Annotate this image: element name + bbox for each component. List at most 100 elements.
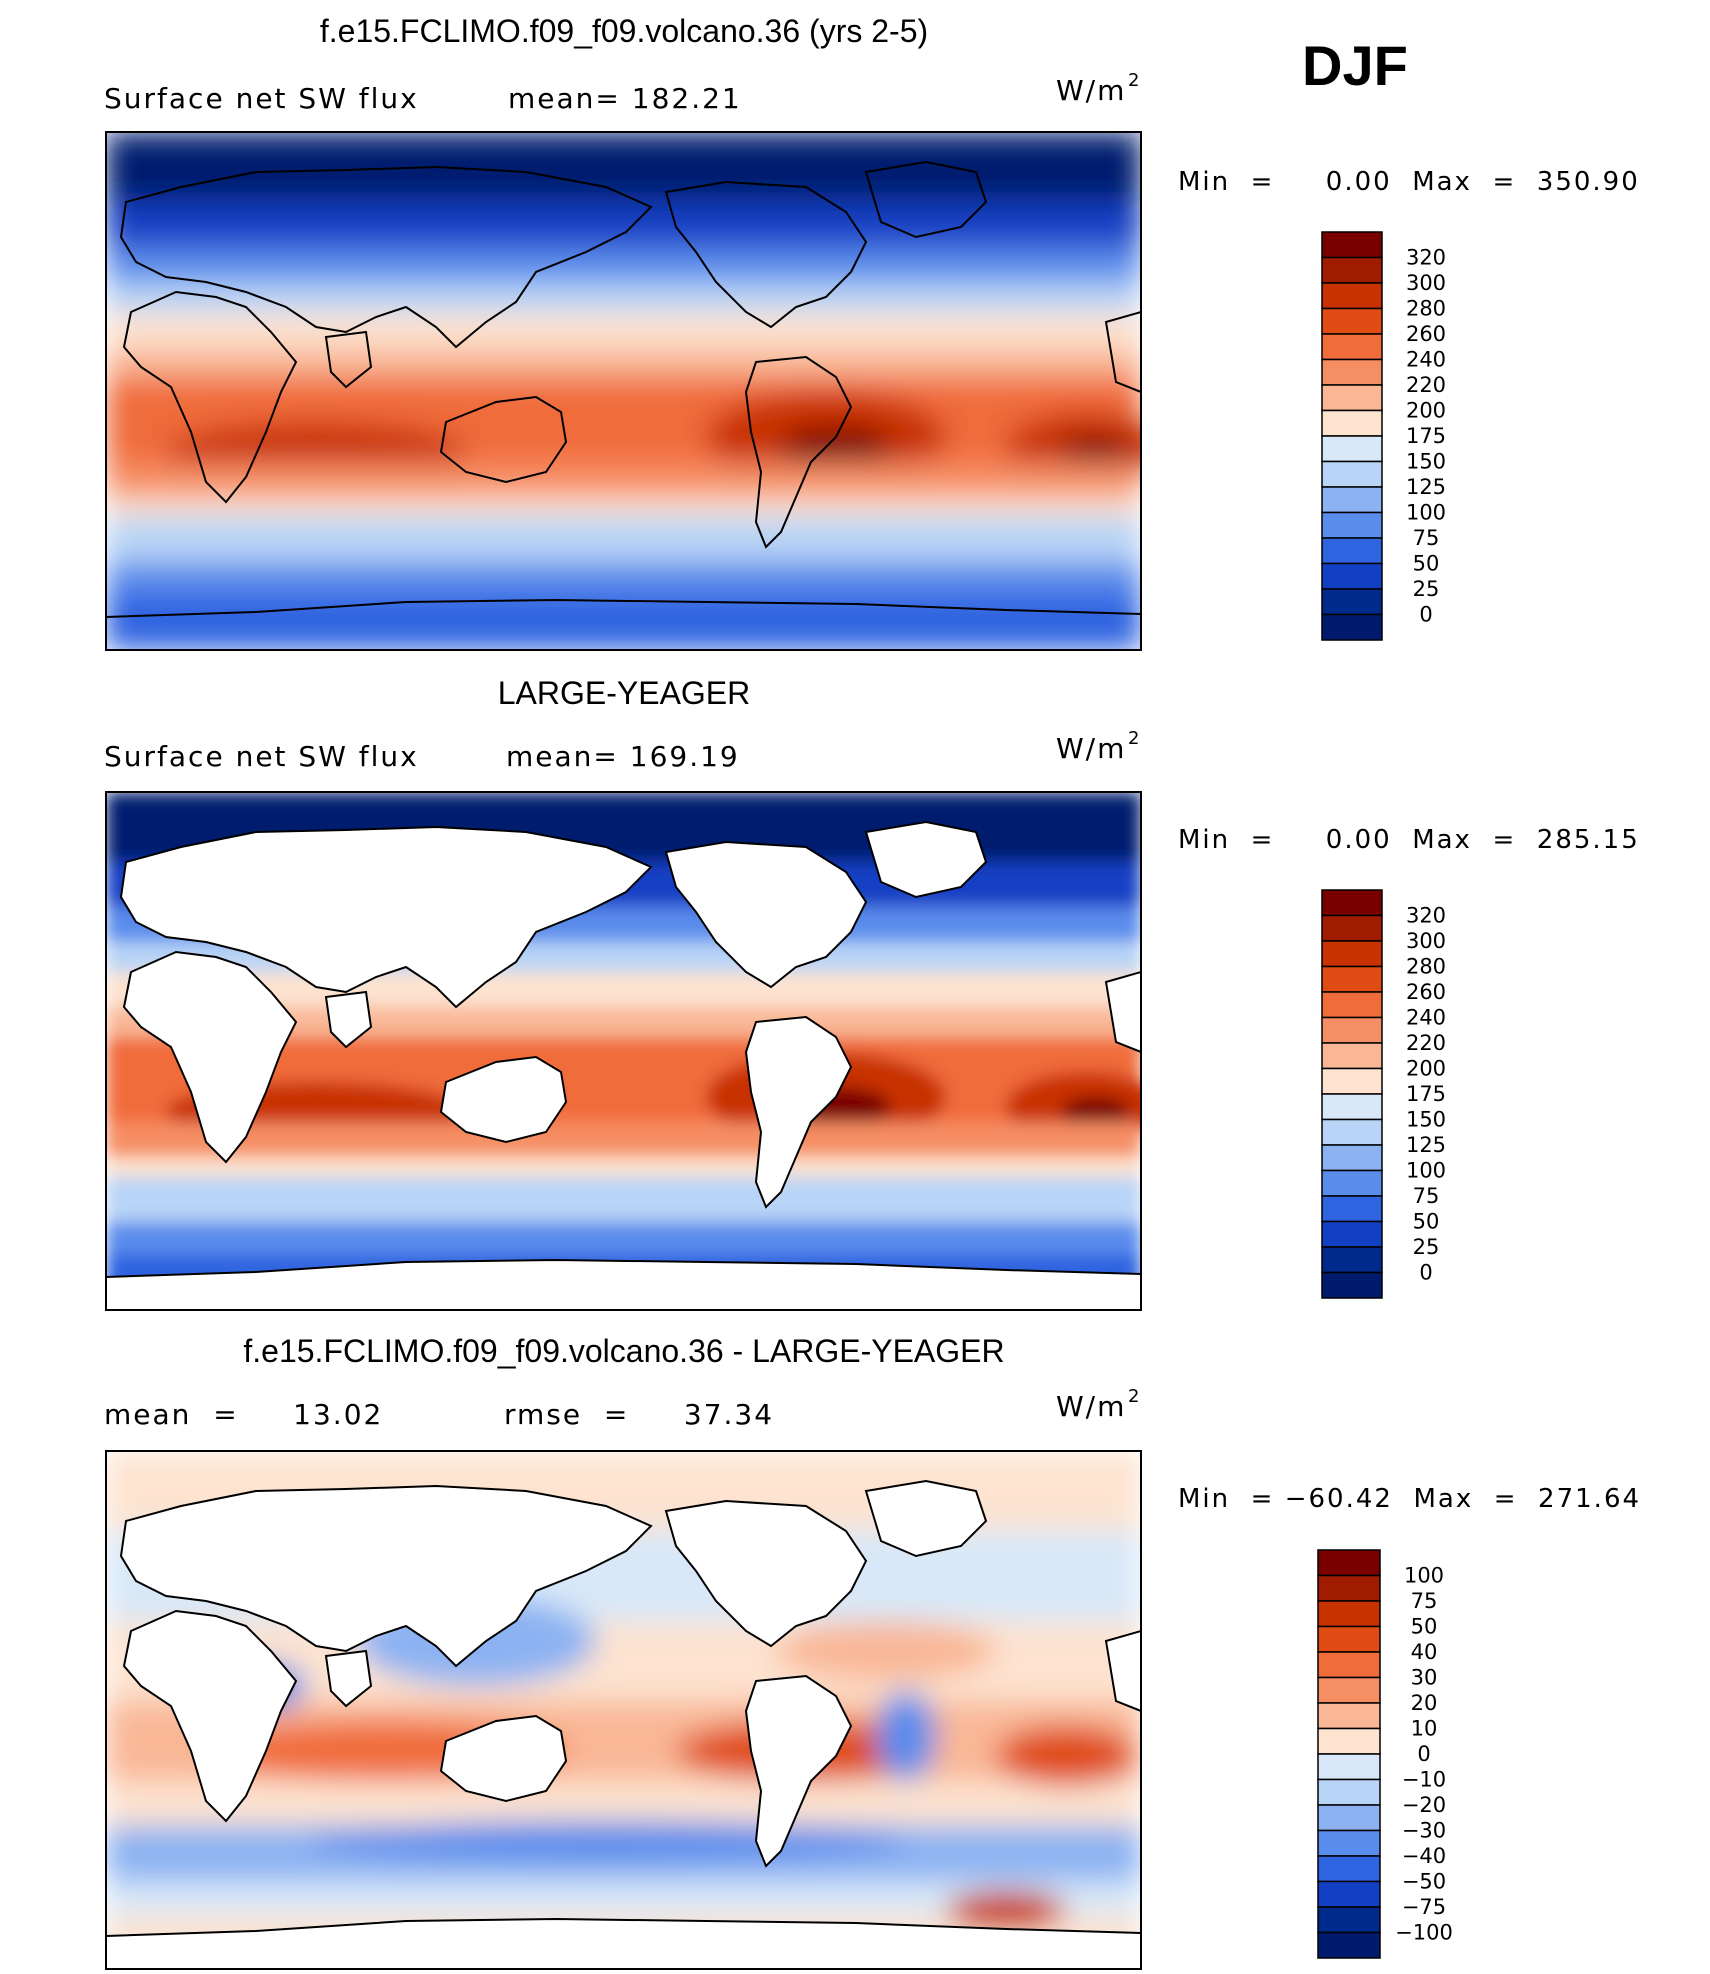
colorbar-swatch bbox=[1321, 1271, 1383, 1299]
colorbar-tick-label: 25 bbox=[1413, 1235, 1440, 1259]
panel-2-minmax: Min = 0.00 Max = 285.15 bbox=[1178, 825, 1640, 855]
colorbar-tick-label: 125 bbox=[1406, 475, 1446, 499]
colorbar-tick-label: 50 bbox=[1413, 1210, 1440, 1234]
colorbar-swatch bbox=[1317, 1880, 1381, 1908]
panel-1-minmax: Min = 0.00 Max = 350.90 bbox=[1178, 167, 1640, 197]
colorbar-swatch bbox=[1317, 1906, 1381, 1934]
colorbar-swatch bbox=[1321, 358, 1383, 386]
panel-2-title: LARGE-YEAGER bbox=[498, 675, 751, 711]
panel-2-map bbox=[106, 792, 1141, 1310]
colorbar-tick-label: −30 bbox=[1402, 1819, 1446, 1843]
colorbar-swatch bbox=[1321, 1144, 1383, 1172]
colorbar-tick-label: −20 bbox=[1402, 1793, 1446, 1817]
colorbar-swatch bbox=[1321, 588, 1383, 616]
panel-3-minmax: Min = −60.42 Max = 271.64 bbox=[1178, 1484, 1641, 1514]
colorbar-swatch bbox=[1317, 1676, 1381, 1704]
colorbar-tick-label: 240 bbox=[1406, 1006, 1446, 1030]
colorbar-tick-label: −40 bbox=[1402, 1844, 1446, 1868]
panel-3-map bbox=[106, 1451, 1141, 1969]
colorbar-swatch bbox=[1317, 1727, 1381, 1755]
panel-3-units: W/m 2 bbox=[1056, 1386, 1141, 1423]
colorbar-swatch bbox=[1321, 991, 1383, 1019]
colorbar-tick-label: 300 bbox=[1406, 929, 1446, 953]
panel-2-map-frame bbox=[105, 791, 1142, 1311]
colorbar-swatch bbox=[1317, 1702, 1381, 1730]
colorbar-tick-label: 220 bbox=[1406, 1031, 1446, 1055]
panel-3-rmse-label: rmse = 37.34 bbox=[504, 1398, 774, 1431]
colorbar-tick-label: 280 bbox=[1406, 297, 1446, 321]
colorbar-tick-label: 200 bbox=[1406, 399, 1446, 423]
panel-1-map bbox=[106, 132, 1141, 650]
colorbar-swatch bbox=[1317, 1549, 1381, 1577]
panel-3-mean-label: mean = 13.02 bbox=[104, 1398, 383, 1431]
colorbar-tick-label: 150 bbox=[1406, 450, 1446, 474]
panel-1-variable-label: Surface net SW flux bbox=[104, 82, 419, 115]
colorbar-swatch bbox=[1317, 1855, 1381, 1883]
panel-2-mean-label: mean= 169.19 bbox=[506, 740, 740, 773]
colorbar-swatch bbox=[1321, 1016, 1383, 1044]
colorbar-tick-label: 100 bbox=[1406, 1159, 1446, 1183]
colorbar-swatch bbox=[1321, 1093, 1383, 1121]
panel-3-units-superscript: 2 bbox=[1128, 1386, 1141, 1407]
colorbar-tick-label: 320 bbox=[1406, 904, 1446, 928]
colorbar-swatch bbox=[1321, 333, 1383, 361]
panel-2-variable-label: Surface net SW flux bbox=[104, 740, 419, 773]
colorbar-swatch bbox=[1321, 1169, 1383, 1197]
colorbar-tick-label: 0 bbox=[1417, 1742, 1430, 1766]
colorbar-swatch bbox=[1321, 282, 1383, 310]
panel-2: LARGE-YEAGER Surface net SW flux mean= 1… bbox=[104, 675, 1640, 1311]
panel-3: f.e15.FCLIMO.f09_f09.volcano.36 - LARGE-… bbox=[104, 1333, 1641, 1970]
colorbar-swatch bbox=[1321, 384, 1383, 412]
colorbar-swatch bbox=[1321, 409, 1383, 437]
colorbar-swatch bbox=[1321, 613, 1383, 641]
colorbar-tick-label: 50 bbox=[1413, 552, 1440, 576]
panel-2-units: W/m 2 bbox=[1056, 728, 1141, 765]
colorbar-swatch bbox=[1317, 1651, 1381, 1679]
colorbar-tick-label: −100 bbox=[1395, 1921, 1453, 1945]
colorbar-tick-label: 300 bbox=[1406, 271, 1446, 295]
colorbar-swatch bbox=[1321, 256, 1383, 284]
colorbar-tick-label: 40 bbox=[1411, 1640, 1438, 1664]
colorbar-swatch bbox=[1317, 1829, 1381, 1857]
colorbar-tick-label: 0 bbox=[1419, 603, 1432, 627]
panel-3-units-text: W/m bbox=[1056, 1390, 1126, 1423]
colorbar-tick-label: −50 bbox=[1402, 1870, 1446, 1894]
colorbar-swatch bbox=[1321, 231, 1383, 259]
colorbar-tick-label: 30 bbox=[1411, 1666, 1438, 1690]
colorbar-swatch bbox=[1317, 1625, 1381, 1653]
panel-1-title: f.e15.FCLIMO.f09_f09.volcano.36 (yrs 2-5… bbox=[320, 13, 928, 49]
colorbar-tick-label: 20 bbox=[1411, 1691, 1438, 1715]
colorbar-tick-label: 100 bbox=[1404, 1564, 1444, 1588]
panel-2-units-superscript: 2 bbox=[1128, 728, 1141, 749]
colorbar-swatch bbox=[1321, 511, 1383, 539]
colorbar-swatch bbox=[1317, 1600, 1381, 1628]
colorbar-tick-label: 175 bbox=[1406, 424, 1446, 448]
colorbar-swatch bbox=[1321, 562, 1383, 590]
colorbar-swatch bbox=[1317, 1778, 1381, 1806]
panel-1-units-superscript: 2 bbox=[1128, 70, 1141, 91]
colorbar-tick-label: 320 bbox=[1406, 246, 1446, 270]
colorbar-swatch bbox=[1321, 965, 1383, 993]
colorbar-tick-label: −10 bbox=[1402, 1768, 1446, 1792]
colorbar-tick-label: 10 bbox=[1411, 1717, 1438, 1741]
season-label: DJF bbox=[1302, 34, 1408, 97]
colorbar-swatch bbox=[1317, 1931, 1381, 1959]
colorbar-swatch bbox=[1321, 486, 1383, 514]
colorbar-tick-label: 260 bbox=[1406, 322, 1446, 346]
colorbar-tick-label: 125 bbox=[1406, 1133, 1446, 1157]
panel-3-title: f.e15.FCLIMO.f09_f09.volcano.36 - LARGE-… bbox=[243, 1333, 1004, 1369]
colorbar-tick-label: 175 bbox=[1406, 1082, 1446, 1106]
panel-1-map-frame bbox=[105, 131, 1142, 651]
colorbar-swatch bbox=[1321, 940, 1383, 968]
colorbar-tick-label: 0 bbox=[1419, 1261, 1432, 1285]
colorbar-tick-label: 280 bbox=[1406, 955, 1446, 979]
colorbar-tick-label: 75 bbox=[1413, 1184, 1440, 1208]
panel-1-units-text: W/m bbox=[1056, 74, 1126, 107]
colorbar-tick-label: 220 bbox=[1406, 373, 1446, 397]
colorbar-tick-label: 150 bbox=[1406, 1108, 1446, 1132]
colorbar-swatch bbox=[1317, 1574, 1381, 1602]
colorbar-swatch bbox=[1321, 1118, 1383, 1146]
colorbar-swatch bbox=[1321, 1195, 1383, 1223]
